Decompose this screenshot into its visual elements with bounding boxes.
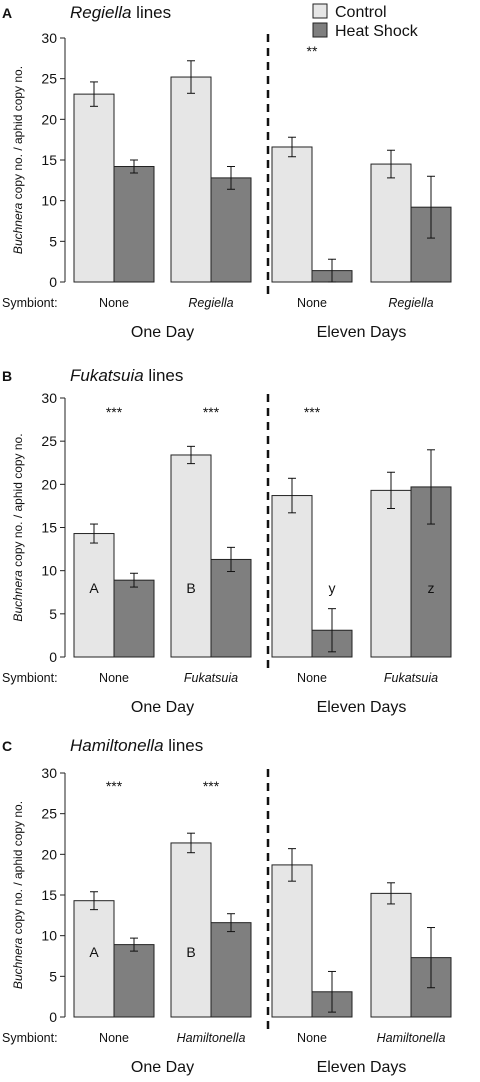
control-bar <box>73 93 115 283</box>
group-letter: z <box>428 580 435 596</box>
y-tick-label: 10 <box>41 193 57 209</box>
legend: Control Heat Shock <box>312 3 419 40</box>
heat-shock-bar <box>210 922 252 1018</box>
panel-letter: B <box>2 368 12 384</box>
panel-letter: C <box>2 738 12 754</box>
control-bar <box>271 495 313 658</box>
group-letter: A <box>89 580 99 596</box>
symbiont-category-label: Fukatsuia <box>384 671 438 685</box>
control-bar <box>271 864 313 1018</box>
panel-title: Fukatsuia lines <box>70 366 183 385</box>
y-tick-label: 5 <box>49 233 57 249</box>
heat-shock-bar <box>113 579 155 658</box>
group-letter: B <box>186 580 195 596</box>
y-axis-label: Buchnera copy no. / aphid copy no. <box>11 433 25 621</box>
y-tick-label: 5 <box>49 968 57 984</box>
legend-label: Control <box>335 4 387 21</box>
time-group-label: Eleven Days <box>317 1059 407 1076</box>
heat-shock-bar <box>210 558 252 658</box>
time-group-label: Eleven Days <box>317 699 407 716</box>
symbiont-category-label: None <box>297 1031 327 1045</box>
time-group-label: One Day <box>131 1059 194 1076</box>
panel-C: C Hamiltonella lines 0 5 10 15 20 25 30 Buchnera … <box>2 736 452 1076</box>
control-bar <box>370 489 412 658</box>
time-group-label: One Day <box>131 324 194 341</box>
y-axis-label: Buchnera copy no. / aphid copy no. <box>11 66 25 254</box>
symbiont-row-label: Symbiont: <box>2 1031 58 1045</box>
heat-shock-bar <box>113 166 155 283</box>
y-tick-label: 0 <box>49 1009 57 1025</box>
heat-shock-bar <box>113 944 155 1018</box>
y-tick-label: 5 <box>49 606 57 622</box>
y-tick-label: 30 <box>41 30 57 46</box>
y-axis-label: Buchnera copy no. / aphid copy no. <box>11 801 25 989</box>
symbiont-row-label: Symbiont: <box>2 671 58 685</box>
control-bar <box>370 892 412 1018</box>
y-tick-label: 20 <box>41 476 57 492</box>
significance-marker: *** <box>203 778 220 794</box>
panel-title: Regiella lines <box>70 3 171 22</box>
control-bar <box>73 900 115 1018</box>
y-tick-label: 10 <box>41 563 57 579</box>
symbiont-category-label: Regiella <box>388 296 433 310</box>
panel-title: Hamiltonella lines <box>70 736 203 755</box>
panel-B: B Fukatsuia lines 0 5 10 15 20 25 30 Buchnera cop… <box>2 366 452 716</box>
control-bar <box>170 454 212 658</box>
legend-swatch-heat-shock <box>312 22 328 38</box>
symbiont-category-label: None <box>99 671 129 685</box>
significance-marker: *** <box>203 404 220 420</box>
control-bar <box>271 146 313 283</box>
y-tick-label: 20 <box>41 846 57 862</box>
y-tick-label: 0 <box>49 649 57 665</box>
symbiont-category-label: Fukatsuia <box>184 671 238 685</box>
symbiont-category-label: Hamiltonella <box>377 1031 446 1045</box>
symbiont-category-label: None <box>297 296 327 310</box>
control-bar <box>170 842 212 1018</box>
y-tick-label: 25 <box>41 806 57 822</box>
y-tick-label: 10 <box>41 928 57 944</box>
significance-marker: *** <box>304 404 321 420</box>
y-tick-label: 20 <box>41 111 57 127</box>
significance-marker: ** <box>307 43 318 59</box>
y-tick-label: 15 <box>41 520 57 536</box>
symbiont-category-label: None <box>99 296 129 310</box>
panel-letter: A <box>2 5 12 21</box>
panel-A: A Regiella lines 0 5 10 15 20 25 30 Buchnera copy… <box>2 3 452 341</box>
legend-label: Heat Shock <box>335 23 419 40</box>
control-bar <box>370 163 412 283</box>
group-letter: B <box>186 944 195 960</box>
control-bar <box>73 533 115 658</box>
group-letter: y <box>329 580 336 596</box>
symbiont-category-label: Regiella <box>188 296 233 310</box>
control-bar <box>170 76 212 283</box>
y-tick-label: 25 <box>41 71 57 87</box>
y-tick-label: 30 <box>41 765 57 781</box>
significance-marker: *** <box>106 404 123 420</box>
symbiont-category-label: None <box>99 1031 129 1045</box>
symbiont-category-label: Hamiltonella <box>177 1031 246 1045</box>
heat-shock-bar <box>210 177 252 283</box>
y-tick-label: 30 <box>41 390 57 406</box>
time-group-label: One Day <box>131 699 194 716</box>
significance-marker: *** <box>106 778 123 794</box>
y-tick-label: 15 <box>41 152 57 168</box>
y-tick-label: 25 <box>41 433 57 449</box>
time-group-label: Eleven Days <box>317 324 407 341</box>
legend-swatch-control <box>312 3 328 19</box>
y-tick-label: 0 <box>49 274 57 290</box>
group-letter: A <box>89 944 99 960</box>
symbiont-category-label: None <box>297 671 327 685</box>
symbiont-row-label: Symbiont: <box>2 296 58 310</box>
y-tick-label: 15 <box>41 887 57 903</box>
